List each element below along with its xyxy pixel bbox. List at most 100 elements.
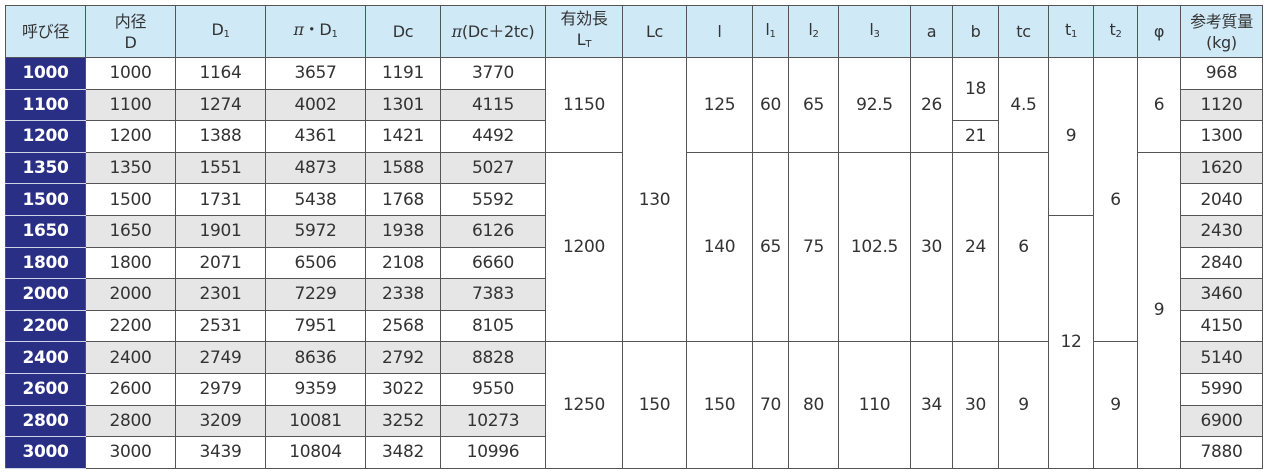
cell-piD1: 8636: [265, 341, 366, 374]
cell-Lc: 150: [622, 341, 687, 469]
header-label: l: [869, 19, 874, 39]
cell-piDc: 5592: [440, 183, 546, 216]
table-row: 1500 1500 1731 5438 1768 5592 2040: [5, 183, 1263, 216]
cell-nominal: 1650: [5, 214, 86, 248]
cell-D1: 3439: [175, 436, 266, 469]
cell-piDc: 4115: [440, 88, 546, 122]
header-label: 内径: [114, 11, 147, 31]
cell-D1: 1731: [175, 183, 266, 216]
cell-l3: 92.5: [838, 57, 911, 153]
column-header-Dc: Dc: [365, 5, 441, 58]
cell-nominal: 1350: [5, 151, 86, 185]
cell-piDc: 8105: [440, 309, 546, 343]
cell-b: 18: [952, 56, 999, 122]
cell-Dc: 2568: [365, 309, 441, 343]
cell-Dc: 1421: [365, 120, 441, 153]
column-header-t2: t2: [1093, 5, 1138, 58]
cell-Dc: 2338: [365, 278, 441, 311]
header-label-line2: L: [576, 30, 586, 49]
table-row: 1100 1100 1274 4002 1301 4115 1120: [5, 88, 1263, 122]
pipe-dimension-table: 呼び径 内径 D D1 π・D1 Dc π(Dc＋2tc) 有効長 LT Lc l l1 l2 l3 a b t…: [5, 5, 1263, 469]
header-label-line2: D: [124, 32, 137, 52]
cell-nominal: 3000: [5, 436, 86, 469]
column-header-D: 内径 D: [85, 5, 176, 58]
cell-piD1: 5972: [265, 214, 366, 248]
cell-mass: 2430: [1180, 214, 1263, 248]
cell-b: 30: [952, 341, 999, 469]
cell-piD1: 4361: [265, 120, 366, 153]
header-label: 呼び径: [21, 22, 70, 41]
cell-l: 140: [686, 151, 753, 343]
cell-nominal: 2200: [5, 309, 86, 343]
pi-symbol: π: [293, 19, 304, 39]
cell-l2: 80: [788, 341, 839, 469]
header-row: 呼び径 内径 D D1 π・D1 Dc π(Dc＋2tc) 有効長 LT Lc l l1 l2 l3 a b t…: [5, 5, 1263, 58]
cell-mass: 5990: [1180, 372, 1263, 406]
cell-piD1: 6506: [265, 246, 366, 280]
cell-piD1: 7229: [265, 278, 366, 311]
cell-mass: 5140: [1180, 341, 1263, 374]
table-row: 2400 2400 2749 8636 2792 8828 1250 150 150 70 80 11…: [5, 341, 1263, 469]
header-label: (Dc＋2tc): [461, 22, 535, 41]
column-header-l: l: [686, 5, 753, 58]
header-subscript: 2: [1115, 28, 1122, 40]
cell-t2: 6: [1093, 56, 1138, 343]
cell-mass: 2040: [1180, 183, 1263, 216]
cell-phi: 9: [1137, 151, 1181, 469]
cell-D1: 1901: [175, 214, 266, 248]
cell-l3: 110: [838, 341, 911, 469]
cell-Dc: 1768: [365, 183, 441, 216]
cell-l2: 65: [788, 57, 839, 153]
cell-piDc: 9550: [440, 372, 546, 406]
cell-D1: 1388: [175, 120, 266, 153]
cell-D: 2800: [85, 404, 176, 438]
cell-D1: 2749: [175, 341, 266, 374]
cell-piD1: 10081: [265, 404, 366, 438]
cell-piDc: 10273: [440, 404, 546, 438]
header-label: Dc: [392, 22, 414, 41]
column-header-phi: φ: [1137, 5, 1181, 58]
header-label: Lc: [645, 22, 664, 41]
header-subscript: 3: [873, 28, 880, 40]
cell-D: 2400: [85, 341, 176, 374]
cell-mass: 1120: [1180, 88, 1263, 122]
table-row: 1000 1000 1164 3657 1191 3770 1150 130 125 60 65 92…: [5, 56, 1263, 343]
cell-piDc: 4492: [440, 120, 546, 153]
column-header-nominal: 呼び径: [5, 5, 86, 58]
header-subscript: 1: [223, 28, 230, 40]
table-row: 2000 2000 2301 7229 2338 7383 3460: [5, 278, 1263, 311]
cell-phi: 6: [1137, 57, 1181, 153]
cell-D: 1650: [85, 214, 176, 248]
cell-tc: 4.5: [998, 57, 1049, 153]
header-label: l: [765, 19, 770, 39]
cell-Dc: 2108: [365, 246, 441, 280]
cell-nominal: 1100: [5, 88, 86, 122]
header-label: t: [1109, 19, 1116, 39]
cell-piD1: 7951: [265, 309, 366, 343]
cell-l: 150: [686, 341, 753, 469]
cell-Lc: 130: [622, 56, 687, 343]
column-header-LT: 有効長 LT: [545, 5, 623, 58]
table-row: 1350 1350 1551 4873 1588 5027 1200 140 65 75 102.5…: [5, 151, 1263, 469]
cell-piDc: 7383: [440, 278, 546, 311]
cell-Dc: 1301: [365, 88, 441, 122]
table-row: 3000 3000 3439 10804 3482 10996 7880: [5, 436, 1263, 469]
cell-D: 1200: [85, 120, 176, 153]
column-header-l1: l1: [752, 5, 789, 58]
table-row: 1200 1200 1388 4361 1421 4492 21 1300: [5, 120, 1263, 153]
cell-nominal: 2600: [5, 372, 86, 406]
cell-piDc: 3770: [440, 57, 546, 90]
header-label: l: [808, 19, 813, 39]
cell-mass: 2840: [1180, 246, 1263, 280]
cell-piDc: 6660: [440, 246, 546, 280]
header-label: 参考質量: [1190, 11, 1253, 31]
column-header-piD1: π・D1: [265, 5, 366, 58]
cell-t2: 9: [1093, 341, 1138, 469]
cell-D1: 2071: [175, 246, 266, 280]
cell-mass: 1620: [1180, 151, 1263, 185]
cell-t1: 12: [1048, 214, 1094, 469]
cell-Dc: 1938: [365, 214, 441, 248]
cell-piD1: 4873: [265, 151, 366, 185]
cell-l1: 70: [752, 341, 789, 469]
cell-D1: 2531: [175, 309, 266, 343]
